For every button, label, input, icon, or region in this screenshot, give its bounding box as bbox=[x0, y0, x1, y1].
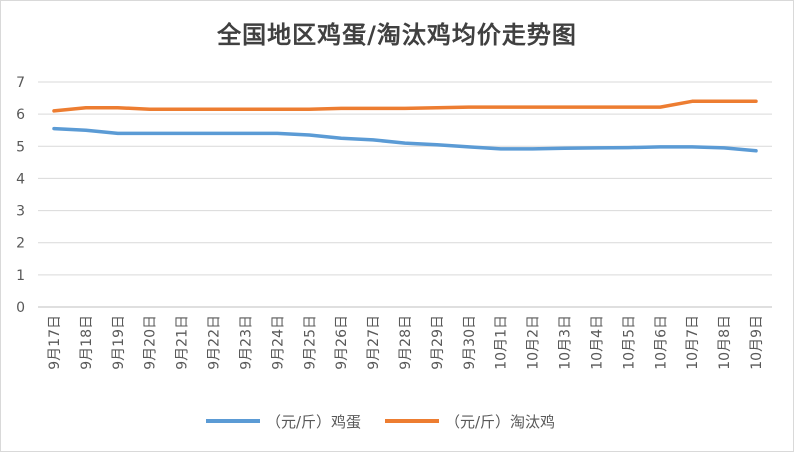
x-tick-label: 10月4日 bbox=[589, 315, 605, 370]
y-tick-label: 6 bbox=[16, 107, 25, 123]
x-tick-label: 9月24日 bbox=[270, 315, 286, 370]
y-tick-label: 0 bbox=[16, 300, 25, 316]
x-tick-label: 9月26日 bbox=[334, 315, 350, 370]
y-tick-label: 5 bbox=[16, 139, 25, 155]
x-tick-label: 9月19日 bbox=[111, 315, 127, 370]
y-tick-label: 1 bbox=[16, 268, 25, 284]
x-tick-label: 9月25日 bbox=[302, 315, 318, 370]
chart-title: 全国地区鸡蛋/淘汰鸡均价走势图 bbox=[217, 21, 577, 49]
x-tick-label: 9月27日 bbox=[366, 315, 382, 370]
x-tick-label: 10月9日 bbox=[749, 315, 765, 370]
x-tick-label: 9月21日 bbox=[175, 315, 191, 370]
series-line-1 bbox=[52, 99, 758, 113]
x-tick-label: 10月7日 bbox=[685, 315, 701, 370]
y-tick-label: 2 bbox=[16, 236, 25, 252]
legend-label: （元/斤）淘汰鸡 bbox=[445, 413, 555, 431]
x-tick-label: 9月20日 bbox=[143, 315, 159, 370]
x-tick-label: 10月5日 bbox=[621, 315, 637, 370]
y-tick-label: 4 bbox=[16, 171, 25, 187]
x-tick-label: 10月1日 bbox=[494, 315, 510, 370]
x-tick-label: 9月18日 bbox=[79, 315, 95, 370]
x-tick-label: 9月29日 bbox=[430, 315, 446, 370]
x-tick-label: 9月17日 bbox=[47, 315, 63, 370]
series-line-0 bbox=[52, 126, 758, 153]
x-tick-label: 10月2日 bbox=[526, 315, 542, 370]
legend-label: （元/斤）鸡蛋 bbox=[266, 413, 361, 431]
x-tick-label: 10月3日 bbox=[558, 315, 574, 370]
y-tick-label: 7 bbox=[16, 75, 25, 91]
x-tick-label: 9月22日 bbox=[207, 315, 223, 370]
y-tick-label: 3 bbox=[16, 204, 25, 220]
x-tick-label: 10月6日 bbox=[653, 315, 669, 370]
x-tick-label: 9月28日 bbox=[398, 315, 414, 370]
x-tick-label: 10月8日 bbox=[717, 315, 733, 370]
x-tick-label: 9月30日 bbox=[462, 315, 478, 370]
x-tick-label: 9月23日 bbox=[238, 315, 254, 370]
